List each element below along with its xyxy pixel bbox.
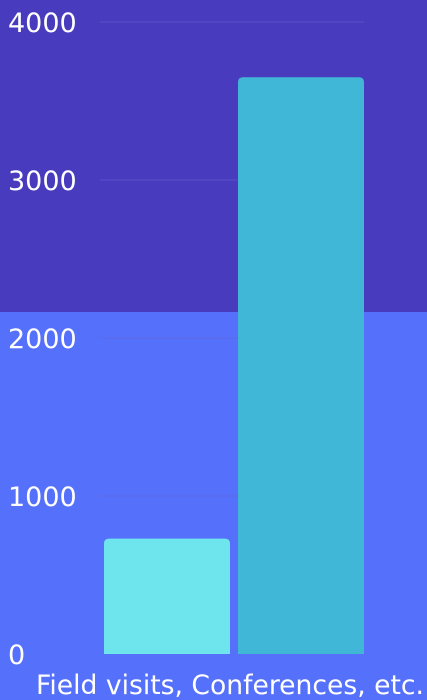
y-tick-label-4000: 4000 — [8, 8, 77, 39]
bar-series-1 — [104, 538, 230, 654]
x-axis-category-labels: Field visits, Conferences, etc. — [36, 670, 424, 700]
y-tick-label-0: 0 — [8, 640, 25, 671]
bars — [104, 77, 364, 655]
y-tick-label-3000: 3000 — [8, 166, 77, 197]
bar-series-2 — [238, 77, 364, 655]
x-category-label: Field visits, Conferences, etc. — [36, 670, 424, 700]
y-tick-label-1000: 1000 — [8, 482, 77, 513]
y-tick-label-2000: 2000 — [8, 324, 77, 355]
y-axis-tick-labels: 0 1000 2000 3000 4000 — [8, 8, 77, 671]
